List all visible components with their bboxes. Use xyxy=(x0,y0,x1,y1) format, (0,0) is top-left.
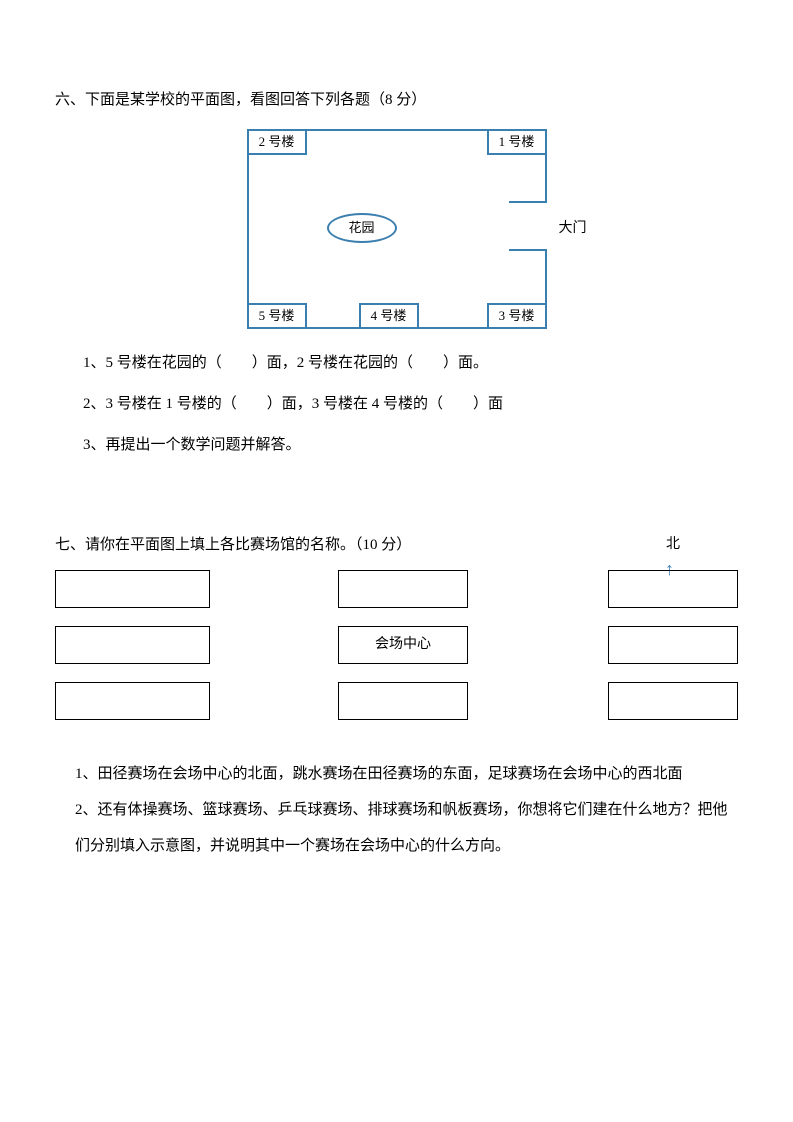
gate-notch-bottom xyxy=(509,249,547,251)
section6-q1: 1、5 号楼在花园的（ ）面，2 号楼在花园的（ ）面。 xyxy=(83,353,738,374)
gate-notch-top xyxy=(509,201,547,203)
venue-cell-n[interactable] xyxy=(338,570,468,608)
garden-oval: 花园 xyxy=(327,213,397,243)
building-2: 2 号楼 xyxy=(247,129,307,155)
venue-cell-se[interactable] xyxy=(608,682,738,720)
venue-cell-w[interactable] xyxy=(55,626,210,664)
building-4: 4 号楼 xyxy=(359,303,419,329)
venue-cell-center: 会场中心 xyxy=(338,626,468,664)
section6-q2: 2、3 号楼在 1 号楼的（ ）面，3 号楼在 4 号楼的（ ）面 xyxy=(83,394,738,415)
section7-title: 七、请你在平面图上填上各比赛场馆的名称。（10 分） xyxy=(55,535,738,556)
section6-q3: 3、再提出一个数学问题并解答。 xyxy=(83,435,738,456)
campus-map: 2 号楼 1 号楼 5 号楼 4 号楼 3 号楼 花园 大门 xyxy=(247,129,547,329)
venue-grid: 会场中心 xyxy=(55,570,738,720)
building-3: 3 号楼 xyxy=(487,303,547,329)
gate-label: 大门 xyxy=(559,219,587,239)
building-5: 5 号楼 xyxy=(247,303,307,329)
north-label: 北 xyxy=(666,535,680,555)
section7-p1: 1、田径赛场在会场中心的北面，跳水赛场在田径赛场的东面，足球赛场在会场中心的西北… xyxy=(75,756,728,792)
venue-cell-nw[interactable] xyxy=(55,570,210,608)
building-1: 1 号楼 xyxy=(487,129,547,155)
venue-cell-s[interactable] xyxy=(338,682,468,720)
section6-title: 六、下面是某学校的平面图，看图回答下列各题（8 分） xyxy=(55,90,738,111)
venue-cell-ne[interactable] xyxy=(608,570,738,608)
gate-notch-mask xyxy=(545,203,547,249)
venue-cell-e[interactable] xyxy=(608,626,738,664)
venue-cell-sw[interactable] xyxy=(55,682,210,720)
section7-p2: 2、还有体操赛场、篮球赛场、乒乓球赛场、排球赛场和帆板赛场，你想将它们建在什么地… xyxy=(75,792,728,864)
